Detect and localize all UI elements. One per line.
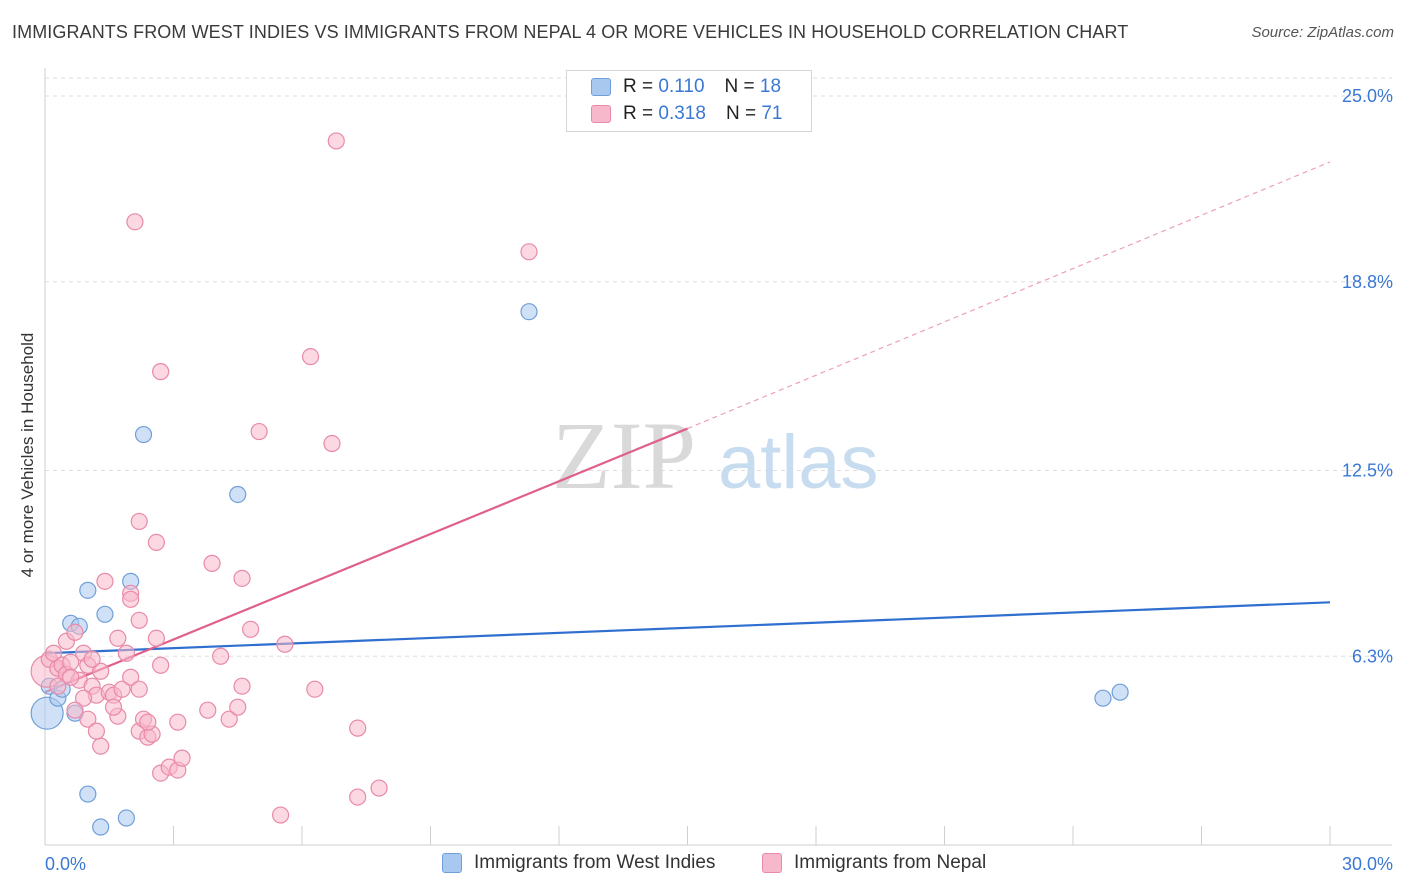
point-nepal bbox=[109, 629, 127, 647]
point-nepal bbox=[220, 710, 238, 728]
point-west-indies bbox=[92, 818, 110, 836]
point-west-indies bbox=[79, 581, 97, 599]
tick-labels: 6.3% 12.5% 18.8% 25.0% 0.0% 30.0% bbox=[45, 86, 1393, 874]
point-nepal bbox=[152, 656, 170, 674]
y-tick-label: 6.3% bbox=[1352, 646, 1393, 666]
grid-layer bbox=[45, 77, 1392, 657]
trend-line-nepal-extrapolated bbox=[687, 161, 1331, 430]
legend-label: Immigrants from Nepal bbox=[794, 852, 987, 873]
point-nepal bbox=[233, 677, 251, 695]
point-west-indies bbox=[79, 785, 97, 803]
legend-r-value: 0.110 bbox=[658, 76, 705, 97]
legend-label: Immigrants from West Indies bbox=[474, 852, 716, 873]
y-tick-label: 18.8% bbox=[1342, 272, 1393, 292]
legend-n-label: N = bbox=[724, 76, 755, 97]
point-nepal bbox=[87, 722, 106, 740]
trend-line-west-indies bbox=[44, 601, 1331, 655]
point-west-indies bbox=[117, 809, 135, 827]
x-tick-label: 30.0% bbox=[1342, 854, 1393, 874]
point-nepal bbox=[130, 512, 148, 531]
point-west-indies bbox=[96, 605, 114, 623]
point-nepal bbox=[66, 701, 84, 719]
point-nepal bbox=[139, 713, 157, 731]
legend-swatch-blue bbox=[442, 853, 462, 873]
legend-swatch-pink bbox=[762, 853, 782, 873]
point-nepal bbox=[49, 677, 67, 695]
point-nepal bbox=[130, 611, 148, 629]
point-nepal bbox=[130, 680, 148, 698]
legend-item-west-indies[interactable]: Immigrants from West Indies bbox=[442, 852, 715, 874]
legend-row-nepal: R = 0.318 N = 71 bbox=[591, 101, 782, 127]
point-west-indies bbox=[134, 425, 153, 444]
legend-n-value: 18 bbox=[759, 76, 782, 97]
point-nepal bbox=[233, 569, 251, 587]
point-west-indies bbox=[1111, 683, 1129, 701]
trend-line-nepal bbox=[44, 427, 688, 694]
legend-r-label: R = bbox=[623, 103, 654, 124]
point-west-indies bbox=[1094, 689, 1112, 707]
trend-layer bbox=[44, 161, 1331, 694]
point-nepal bbox=[370, 779, 388, 797]
point-nepal bbox=[271, 806, 290, 824]
legend-n-label: N = bbox=[725, 103, 757, 124]
point-nepal bbox=[349, 719, 367, 737]
point-west-indies bbox=[520, 303, 538, 321]
chart-title: IMMIGRANTS FROM WEST INDIES VS IMMIGRANT… bbox=[12, 22, 1129, 42]
series-legend: Immigrants from West Indies Immigrants f… bbox=[0, 852, 1406, 878]
point-nepal bbox=[306, 680, 324, 698]
point-nepal bbox=[117, 644, 135, 662]
point-nepal bbox=[147, 629, 165, 647]
y-tick-label: 12.5% bbox=[1342, 461, 1393, 481]
y-axis-label: 4 or more Vehicles in Household bbox=[18, 332, 37, 578]
point-nepal bbox=[199, 701, 217, 719]
point-nepal bbox=[203, 554, 221, 572]
point-nepal bbox=[66, 623, 84, 641]
point-nepal bbox=[122, 590, 140, 608]
point-nepal bbox=[520, 243, 538, 261]
point-nepal bbox=[301, 348, 320, 366]
point-nepal bbox=[323, 434, 341, 453]
chart-source: Source: ZipAtlas.com bbox=[1251, 24, 1394, 41]
correlation-legend: R = 0.110 N = 18 R = 0.318 N = 71 bbox=[566, 70, 812, 132]
point-nepal bbox=[152, 363, 170, 381]
point-nepal bbox=[126, 213, 144, 231]
point-nepal bbox=[327, 132, 345, 150]
point-nepal bbox=[169, 713, 187, 731]
point-west-indies bbox=[229, 485, 247, 504]
point-nepal bbox=[173, 749, 191, 767]
x-tick-label: 0.0% bbox=[45, 854, 86, 874]
y-tick-label: 25.0% bbox=[1342, 86, 1393, 106]
legend-r-value: 0.318 bbox=[658, 103, 706, 124]
point-nepal bbox=[62, 668, 80, 686]
legend-swatch-blue bbox=[591, 78, 611, 96]
legend-row-west-indies: R = 0.110 N = 18 bbox=[591, 74, 781, 100]
watermark-atlas: atlas bbox=[718, 420, 879, 505]
legend-swatch-pink bbox=[591, 105, 611, 123]
legend-item-nepal[interactable]: Immigrants from Nepal bbox=[762, 852, 986, 874]
point-nepal bbox=[242, 620, 260, 638]
point-nepal bbox=[92, 662, 110, 680]
point-nepal bbox=[113, 680, 131, 698]
point-nepal bbox=[104, 698, 123, 716]
point-nepal bbox=[74, 689, 93, 707]
point-nepal bbox=[212, 647, 230, 665]
points-layer bbox=[30, 132, 1129, 836]
point-nepal bbox=[147, 533, 165, 552]
point-nepal bbox=[229, 698, 247, 716]
point-nepal bbox=[349, 788, 367, 806]
point-nepal bbox=[122, 668, 140, 686]
point-nepal bbox=[96, 572, 114, 590]
point-nepal bbox=[276, 635, 294, 653]
point-nepal bbox=[83, 650, 101, 668]
watermark: ZIP atlas bbox=[552, 402, 879, 509]
legend-r-label: R = bbox=[623, 76, 654, 97]
legend-n-value: 71 bbox=[761, 103, 783, 124]
point-nepal bbox=[92, 737, 110, 755]
point-nepal bbox=[250, 422, 268, 441]
point-nepal bbox=[79, 710, 97, 728]
